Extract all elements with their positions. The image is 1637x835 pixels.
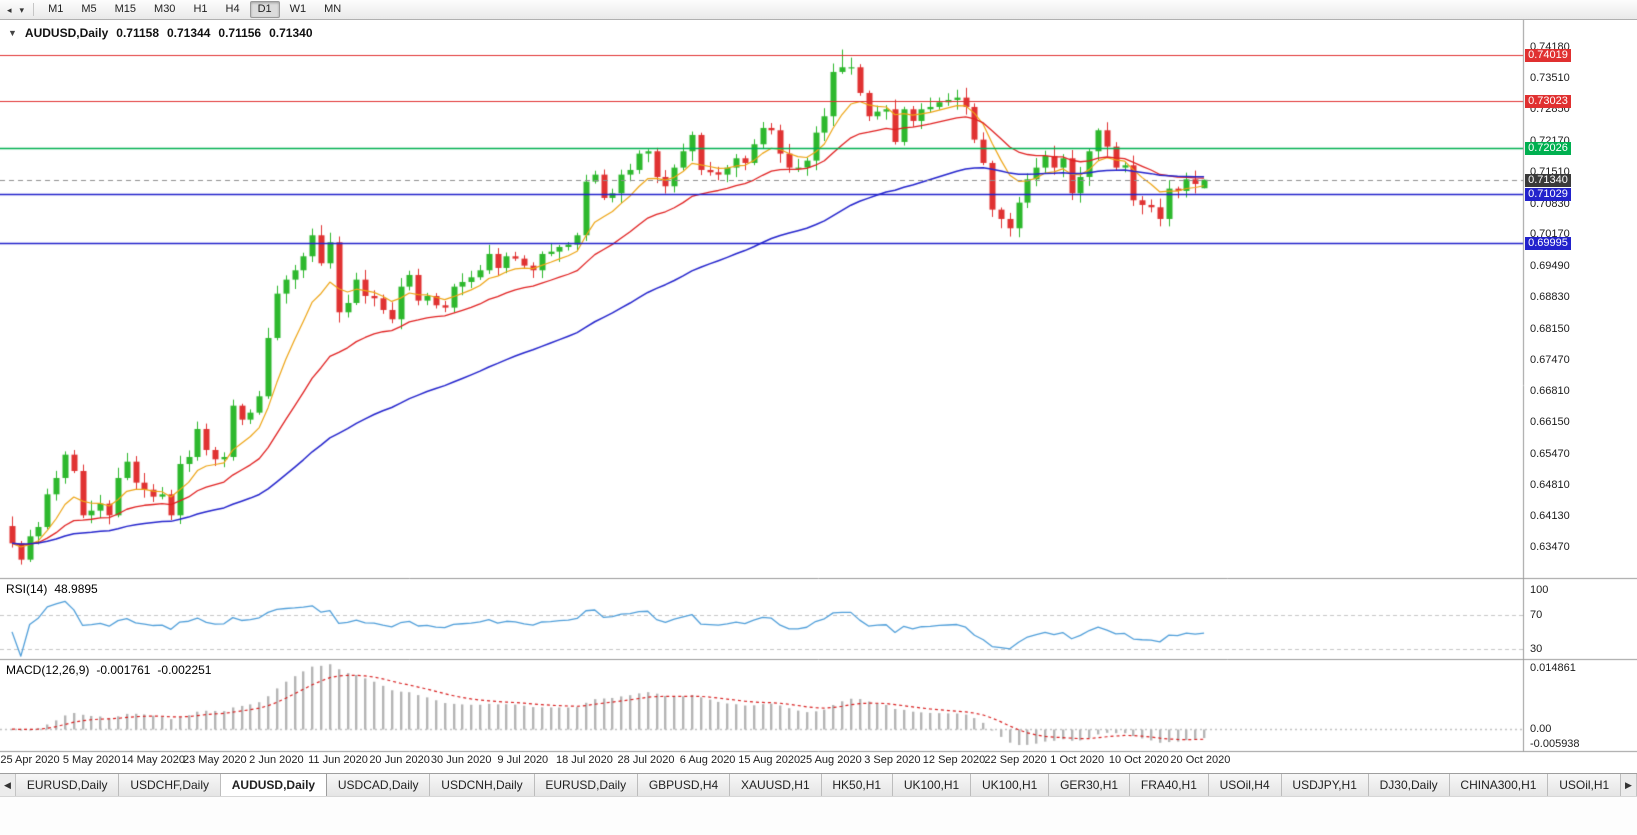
macd-indicator-header: MACD(12,26,9) -0.001761 -0.002251 (6, 663, 211, 677)
symbol-tabbar: ◀ EURUSD,Daily USDCHF,Daily AUDUSD,Daily US… (0, 773, 1637, 796)
date-axis-label: 3 Sep 2020 (864, 754, 921, 766)
chart-tab-eurusd-daily[interactable]: EURUSD,Daily (534, 774, 638, 796)
chart-tab-usdcad-daily[interactable]: USDCAD,Daily (326, 774, 431, 796)
chart-tab-xauusd-h1[interactable]: XAUUSD,H1 (730, 774, 822, 796)
date-axis-label: 1 Oct 2020 (1050, 754, 1105, 766)
date-axis-label: 9 Jul 2020 (497, 754, 549, 766)
date-axis-label: 5 May 2020 (62, 754, 121, 766)
macd-value: -0.001761 (96, 663, 151, 677)
price-axis-label: 0.64810 (1530, 478, 1570, 491)
chart-tab-usdjpy-h1[interactable]: USDJPY,H1 (1281, 774, 1369, 796)
timeframe-button-d1[interactable]: D1 (249, 1, 280, 18)
date-axis-label: 20 Jun 2020 (369, 754, 430, 766)
macd-axis-label: 0.014861 (1530, 662, 1576, 674)
timeframe-button-m30[interactable]: M30 (154, 3, 176, 15)
date-axis-label: 2 Jun 2020 (249, 754, 304, 766)
ohlc-close-value: 0.71340 (269, 26, 313, 40)
chart-tab-uk100-h1[interactable]: UK100,H1 (892, 774, 972, 796)
chart-tab-usdcnh-daily[interactable]: USDCNH,Daily (430, 774, 535, 796)
date-axis-label: 23 May 2020 (182, 754, 247, 766)
symbol-tabs: EURUSD,Daily USDCHF,Daily AUDUSD,Daily USDC… (16, 774, 1622, 796)
rsi-value: 48.9895 (54, 582, 98, 596)
tabs-scroll-left-icon[interactable]: ◀ (0, 774, 16, 796)
timeframe-button-m15[interactable]: M15 (114, 3, 137, 15)
price-axis-label: 0.73510 (1530, 72, 1570, 85)
macd-label: MACD(12,26,9) (6, 663, 90, 677)
date-axis-label: 20 Oct 2020 (1170, 754, 1231, 766)
chart-symbol-label: AUDUSD,Daily (24, 26, 109, 40)
date-axis-label: 28 Jul 2020 (617, 754, 675, 766)
ohlc-low-value: 0.71156 (218, 26, 262, 40)
timeframe-button-h4[interactable]: H4 (225, 3, 240, 15)
level-price-badge: 0.72026 (1525, 141, 1571, 155)
date-axis-label: 12 Sep 2020 (922, 754, 986, 766)
chart-title: ▼ AUDUSD,Daily 0.71158 0.71344 0.71156 0… (8, 26, 313, 40)
macd-axis-label: 0.00 (1530, 723, 1552, 736)
bottom-filler (0, 796, 1637, 835)
timeframe-button-mn[interactable]: MN (324, 3, 342, 15)
price-axis-label: 0.65470 (1530, 447, 1570, 460)
timeframe-button-m5[interactable]: M5 (81, 3, 97, 15)
chart-shift-icon[interactable]: ◂ (7, 4, 12, 15)
chart-tab-china300-h1[interactable]: CHINA300,H1 (1449, 774, 1549, 796)
rsi-axis-label: 30 (1530, 642, 1543, 655)
chart-tab-dj30-daily[interactable]: DJ30,Daily (1368, 774, 1450, 796)
rsi-axis-label: 70 (1530, 609, 1543, 622)
date-axis-label: 25 Apr 2020 (0, 754, 60, 766)
price-axis-label: 0.69490 (1530, 260, 1570, 273)
ohlc-open-value: 0.71158 (116, 26, 159, 40)
chart-tab-gbpusd-h4[interactable]: GBPUSD,H4 (637, 774, 731, 796)
chart-tab-fra40-h1[interactable]: FRA40,H1 (1129, 774, 1209, 796)
chart-region: ▼ AUDUSD,Daily 0.71158 0.71344 0.71156 0… (0, 20, 1637, 773)
timeframe-button-w1[interactable]: W1 (289, 3, 307, 15)
price-axis-label: 0.66150 (1530, 415, 1570, 428)
chart-tab-audusd-daily[interactable]: AUDUSD,Daily (220, 774, 327, 796)
rsi-label: RSI(14) (6, 582, 48, 596)
timeframe-toolbar: ◂ ▾ M1 M5 M15 M30 H1 H4 D1 W1 MN (0, 0, 1637, 20)
date-axis-label: 11 Jun 2020 (308, 754, 368, 766)
chart-tab-eurusd-daily[interactable]: EURUSD,Daily (16, 774, 120, 796)
chart-canvas[interactable] (0, 20, 1637, 773)
chart-tab-uk100-h1[interactable]: UK100,H1 (971, 774, 1050, 796)
toolbar-separator (33, 3, 35, 16)
chart-tab-usoil-h4[interactable]: USOil,H4 (1208, 774, 1282, 796)
price-axis-label: 0.63470 (1530, 541, 1570, 554)
chart-tab-ger30-h1[interactable]: GER30,H1 (1049, 774, 1130, 796)
date-axis-label: 30 Jun 2020 (430, 754, 492, 766)
timeframe-button-m1[interactable]: M1 (48, 3, 64, 15)
level-price-badge: 0.69995 (1525, 236, 1571, 250)
level-price-badge: 0.74019 (1525, 48, 1571, 62)
chart-overlay: ▼ AUDUSD,Daily 0.71158 0.71344 0.71156 0… (0, 20, 1637, 773)
ohlc-high-value: 0.71344 (167, 26, 211, 40)
chart-tab-usoil-h1[interactable]: USOil,H1 (1548, 774, 1622, 796)
bid-price-badge: 0.71340 (1525, 173, 1571, 187)
timeframe-button-h1[interactable]: H1 (193, 3, 208, 15)
one-click-trading-icon[interactable]: ▼ (8, 28, 17, 38)
toolbar-dropdown-icon[interactable]: ▾ (19, 4, 25, 15)
tabs-scroll-right-icon[interactable]: ▶ (1621, 774, 1637, 796)
price-axis-label: 0.68150 (1530, 322, 1570, 335)
rsi-axis-label: 100 (1530, 584, 1549, 597)
price-axis-label: 0.68830 (1530, 290, 1570, 303)
rsi-indicator-header: RSI(14) 48.9895 (6, 582, 98, 596)
price-axis-label: 0.66810 (1530, 385, 1570, 398)
date-axis-label: 18 Jul 2020 (555, 754, 613, 766)
date-axis-label: 14 May 2020 (121, 754, 185, 766)
macd-signal-value: -0.002251 (157, 663, 212, 677)
chart-tab-usdchf-daily[interactable]: USDCHF,Daily (119, 774, 221, 796)
date-axis-label: 15 Aug 2020 (738, 754, 801, 766)
price-axis-label: 0.64130 (1530, 510, 1570, 523)
date-axis-label: 10 Oct 2020 (1108, 754, 1169, 766)
level-price-badge: 0.71029 (1525, 188, 1571, 202)
date-axis-label: 25 Aug 2020 (799, 754, 862, 766)
macd-axis-label: -0.005938 (1530, 738, 1580, 750)
chart-tab-hk50-h1[interactable]: HK50,H1 (821, 774, 893, 796)
level-price-badge: 0.73023 (1525, 95, 1571, 109)
date-axis-label: 6 Aug 2020 (679, 754, 736, 766)
timeframe-buttons: M1 M5 M15 M30 H1 H4 D1 W1 MN (40, 1, 349, 18)
price-axis-label: 0.67470 (1530, 354, 1570, 367)
date-axis-label: 22 Sep 2020 (984, 754, 1047, 766)
